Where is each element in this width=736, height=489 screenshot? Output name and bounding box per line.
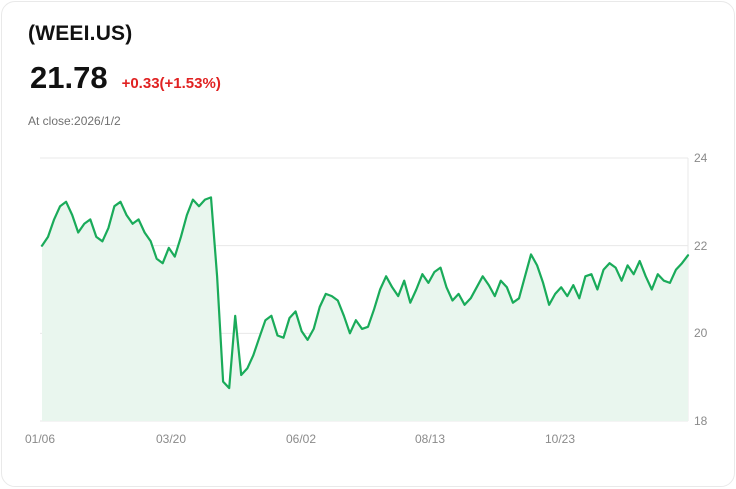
price-chart-svg[interactable] — [40, 148, 690, 428]
price-chart[interactable] — [40, 148, 690, 428]
x-axis: 01/06 03/20 06/02 08/13 10/23 — [25, 432, 688, 448]
price-change: +0.33(+1.53%) — [121, 75, 221, 92]
x-axis-label: 03/20 — [155, 432, 187, 446]
stock-symbol: (WEEI.US) — [28, 22, 133, 45]
as-of-timestamp: At close:2026/1/2 — [28, 114, 121, 128]
last-price: 21.78 — [30, 60, 108, 95]
x-axis-label: 01/06 — [24, 432, 56, 446]
x-axis-label: 10/23 — [544, 432, 576, 446]
y-axis: 24 22 20 18 — [694, 148, 730, 428]
y-axis-label: 22 — [694, 238, 708, 253]
price-row: 21.78 +0.33(+1.53%) — [30, 60, 221, 96]
x-axis-label: 08/13 — [414, 432, 446, 446]
price-area — [42, 197, 688, 421]
price-line — [40, 196, 690, 390]
y-axis-label: 18 — [694, 414, 708, 428]
y-axis-label: 20 — [694, 326, 708, 341]
x-axis-label: 06/02 — [285, 432, 317, 446]
y-axis-label: 24 — [694, 151, 708, 165]
